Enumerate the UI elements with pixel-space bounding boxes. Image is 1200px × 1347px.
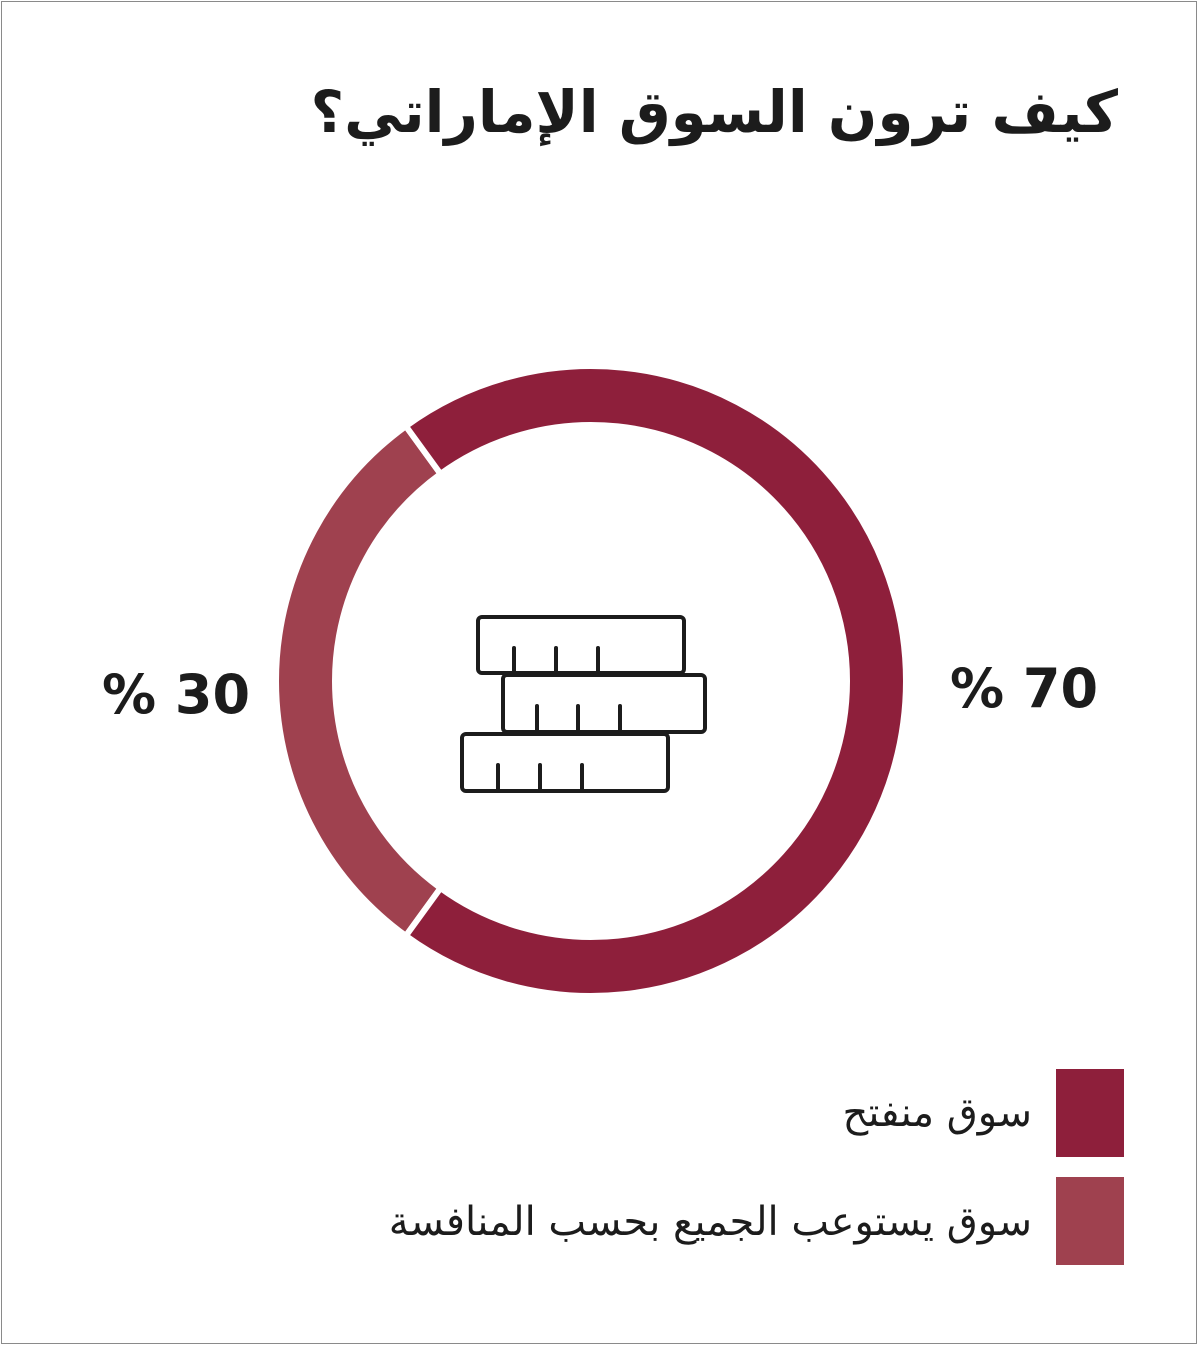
legend-label-competition: سوق يستوعب الجميع بحسب المنافسة: [388, 1199, 1032, 1245]
chart-title: كيف ترون السوق الإماراتي؟: [310, 78, 1119, 146]
legend-label-open-market: سوق منفتح: [842, 1090, 1032, 1136]
stacked-bricks-icon: [460, 615, 707, 793]
slice-label-competition: % 30: [102, 663, 251, 726]
legend-swatch-competition: [1056, 1177, 1124, 1265]
legend-swatch-open-market: [1056, 1069, 1124, 1157]
donut-slice-competition: [273, 421, 445, 941]
slice-label-open-market: % 70: [950, 657, 1099, 720]
donut-slice-open-market: [401, 363, 910, 999]
donut-slices: [273, 363, 910, 999]
